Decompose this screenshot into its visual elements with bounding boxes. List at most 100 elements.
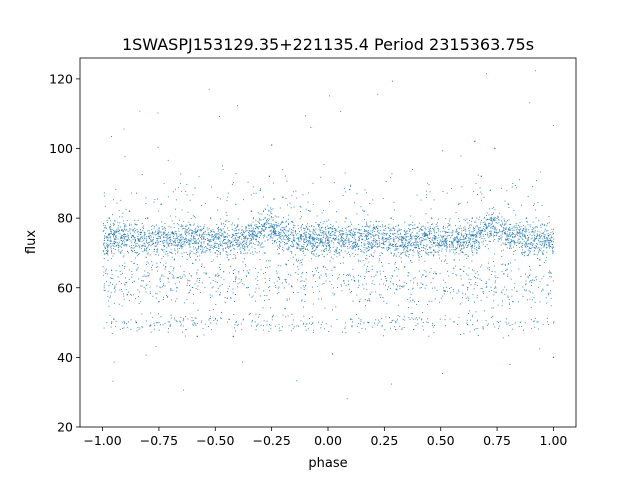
data-point — [328, 240, 330, 242]
data-point — [514, 234, 516, 236]
data-point — [387, 227, 389, 228]
data-point — [385, 181, 387, 182]
data-point — [404, 234, 406, 236]
data-point — [255, 235, 256, 236]
data-point — [381, 252, 382, 254]
data-point — [156, 243, 158, 245]
data-point — [171, 232, 173, 234]
data-point — [346, 226, 348, 228]
data-point — [243, 284, 245, 286]
data-point — [180, 246, 182, 248]
data-point — [455, 248, 457, 250]
data-point — [111, 136, 112, 137]
data-point — [514, 250, 516, 251]
data-point — [160, 287, 162, 289]
data-point — [466, 236, 468, 238]
data-point — [384, 233, 385, 234]
data-point — [397, 318, 398, 320]
data-point — [544, 234, 546, 236]
data-point — [134, 239, 136, 240]
data-point — [222, 233, 224, 235]
data-point — [151, 241, 153, 243]
data-point — [449, 249, 451, 251]
data-point — [295, 242, 297, 244]
data-point — [107, 250, 109, 252]
data-point — [361, 233, 363, 235]
data-point — [204, 252, 206, 254]
data-point — [279, 246, 281, 247]
data-point — [274, 231, 276, 233]
data-point — [536, 321, 538, 323]
data-point — [412, 228, 414, 229]
data-point — [355, 241, 357, 243]
data-point — [295, 232, 297, 234]
data-point — [220, 277, 222, 279]
data-point — [106, 235, 108, 237]
data-point — [536, 243, 537, 244]
data-point — [305, 323, 307, 325]
data-point — [222, 242, 224, 244]
data-point — [425, 239, 427, 241]
data-point — [110, 220, 111, 222]
data-point — [387, 249, 389, 250]
data-point — [225, 221, 227, 222]
data-point — [210, 322, 212, 324]
data-point — [256, 324, 258, 326]
data-point — [429, 271, 431, 273]
data-point — [283, 232, 285, 234]
data-point — [271, 226, 273, 228]
data-point — [247, 224, 249, 226]
data-point — [551, 247, 553, 249]
data-point — [500, 225, 502, 226]
data-point — [336, 247, 338, 248]
data-point — [371, 240, 373, 242]
data-point — [108, 305, 110, 307]
data-point — [327, 228, 329, 229]
data-point — [252, 236, 254, 238]
data-point — [108, 217, 111, 219]
data-point — [244, 248, 246, 250]
data-point — [465, 254, 467, 255]
data-point — [425, 238, 427, 240]
data-point — [388, 247, 390, 249]
data-point — [234, 280, 236, 282]
data-point — [549, 272, 551, 274]
data-point — [172, 277, 174, 279]
data-point — [552, 245, 554, 247]
data-point — [321, 242, 323, 243]
data-point — [153, 250, 155, 252]
data-point — [161, 248, 163, 250]
data-point — [334, 249, 336, 251]
data-point — [367, 300, 368, 302]
data-point — [252, 221, 254, 223]
data-point — [392, 234, 394, 235]
data-point — [477, 277, 479, 279]
data-point — [199, 255, 201, 257]
data-point — [358, 332, 360, 334]
data-point — [399, 325, 401, 327]
data-point — [271, 213, 273, 214]
data-point — [352, 247, 354, 249]
data-point — [173, 268, 175, 270]
data-point — [410, 280, 412, 282]
data-point — [404, 221, 406, 223]
data-point — [265, 281, 266, 283]
data-point — [119, 216, 121, 218]
data-point — [169, 272, 171, 274]
data-point — [113, 230, 115, 231]
data-point — [266, 320, 268, 322]
data-point — [523, 228, 525, 230]
data-point — [321, 244, 323, 246]
data-point — [234, 240, 235, 241]
data-point — [461, 230, 463, 232]
data-point — [446, 243, 448, 245]
data-point — [432, 278, 434, 280]
data-point — [193, 239, 195, 241]
data-point — [462, 244, 464, 246]
data-point — [469, 227, 471, 229]
data-point — [126, 282, 128, 284]
data-point — [354, 281, 356, 282]
data-point — [144, 234, 146, 236]
data-point — [115, 235, 117, 237]
data-point — [440, 231, 442, 233]
